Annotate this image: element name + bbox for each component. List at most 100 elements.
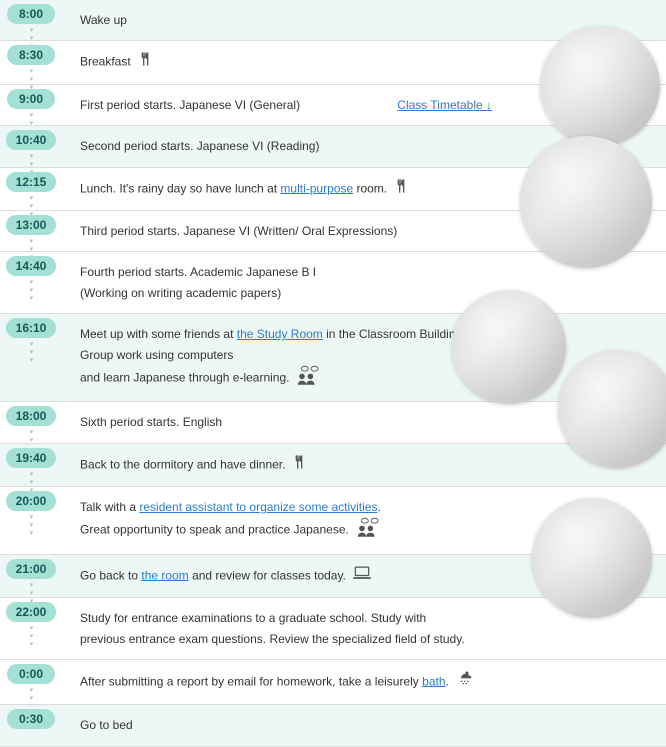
- time-badge: 0:00: [7, 664, 55, 684]
- connector-dots: ▾▾▾: [29, 513, 34, 525]
- fork-icon: [393, 178, 409, 200]
- time-badge: 18:00: [6, 406, 57, 426]
- connector-dots: ▾▾▾: [29, 152, 34, 164]
- schedule-text: Wake up: [80, 10, 528, 30]
- schedule-text: Fourth period starts. Academic Japanese …: [80, 262, 528, 282]
- content-column: Breakfast: [62, 41, 542, 83]
- text-pre: After submitting a report by email for h…: [80, 674, 422, 688]
- time-badge: 16:10: [6, 318, 57, 338]
- time-column: 8:00 ▾▾▾: [0, 0, 62, 38]
- schedule-text: Back to the dormitory and have dinner.: [80, 454, 528, 476]
- class-timetable-link[interactable]: Class Timetable ↓: [397, 95, 492, 115]
- connector-dots: ▾▾▾: [29, 26, 34, 38]
- text-pre: Go back to: [80, 568, 141, 582]
- connector-dots: ▾▾▾: [29, 278, 34, 290]
- time-badge: 12:15: [6, 172, 57, 192]
- time-column: 10:40 ▾▾▾: [0, 126, 62, 164]
- schedule-text: After submitting a report by email for h…: [80, 670, 528, 694]
- content-column: Third period starts. Japanese VI (Writte…: [62, 211, 542, 251]
- text-pre: Back to the dormitory and have dinner.: [80, 457, 285, 471]
- content-column: Lunch. It's rainy day so have lunch at m…: [62, 168, 542, 210]
- text-pre: Sixth period starts. English: [80, 415, 222, 429]
- time-badge: 0:30: [7, 709, 55, 729]
- inline-link[interactable]: the Study Room: [237, 327, 323, 341]
- time-column: 14:40 ▾▾▾: [0, 252, 62, 290]
- time-badge: 10:40: [6, 130, 57, 150]
- content-column: Second period starts. Japanese VI (Readi…: [62, 126, 542, 166]
- time-badge: 13:00: [6, 215, 57, 235]
- content-column: Wake up: [62, 0, 542, 40]
- time-column: 20:00 ▾▾▾: [0, 487, 62, 525]
- text-pre: Meet up with some friends at: [80, 327, 237, 341]
- inline-link[interactable]: the room: [141, 568, 188, 582]
- text-pre: First period starts. Japanese VI (Genera…: [80, 98, 300, 112]
- content-column: Sixth period starts. English: [62, 402, 542, 442]
- connector-dots: ▾▾▾: [29, 237, 34, 249]
- schedule-text: Lunch. It's rainy day so have lunch at m…: [80, 178, 528, 200]
- time-column: 19:40 ▾▾▾: [0, 444, 62, 482]
- fork-icon: [291, 454, 307, 476]
- time-badge: 20:00: [6, 491, 57, 511]
- content-column: Study for entrance examinations to a gra…: [62, 598, 542, 659]
- time-column: 0:30: [0, 705, 62, 729]
- connector-dots: ▾▾▾: [29, 111, 34, 123]
- time-column: 9:00 ▾▾▾: [0, 85, 62, 123]
- photo-circle: [452, 290, 566, 404]
- time-column: 8:30 ▾▾▾: [0, 41, 62, 79]
- time-badge: 9:00: [7, 89, 55, 109]
- connector-dots: ▾▾▾: [29, 624, 34, 636]
- connector-dots: ▾▾▾: [29, 67, 34, 79]
- time-badge: 21:00: [6, 559, 57, 579]
- text-post: .: [446, 674, 449, 688]
- time-column: 16:10 ▾▾▾: [0, 314, 62, 352]
- schedule-text: Breakfast: [80, 51, 528, 73]
- text-pre: Study for entrance examinations to a gra…: [80, 611, 426, 625]
- photo-circle: [540, 26, 660, 146]
- schedule-row: 0:00 ▾▾▾ After submitting a report by emai…: [0, 660, 666, 705]
- schedule-text: Talk with a resident assistant to organi…: [80, 497, 528, 517]
- inline-link[interactable]: multi-purpose: [280, 181, 353, 195]
- time-column: 12:15 ▾▾▾: [0, 168, 62, 206]
- time-column: 0:00 ▾▾▾: [0, 660, 62, 698]
- connector-dots: ▾▾▾: [29, 194, 34, 206]
- connector-dots: ▾▾▾: [29, 581, 34, 593]
- text-post: room.: [353, 181, 387, 195]
- schedule-text: Study for entrance examinations to a gra…: [80, 608, 528, 628]
- schedule-text: Sixth period starts. English: [80, 412, 528, 432]
- content-column: Talk with a resident assistant to organi…: [62, 487, 542, 554]
- inline-link[interactable]: bath: [422, 674, 445, 688]
- time-badge: 8:30: [7, 45, 55, 65]
- content-column: After submitting a report by email for h…: [62, 660, 542, 704]
- connector-dots: ▾▾▾: [29, 470, 34, 482]
- time-badge: 22:00: [6, 602, 57, 622]
- fork-icon: [137, 51, 153, 73]
- text-pre: Second period starts. Japanese VI (Readi…: [80, 139, 319, 153]
- content-column: Go back to the room and review for class…: [62, 555, 542, 597]
- time-column: 13:00 ▾▾▾: [0, 211, 62, 249]
- text-pre: Breakfast: [80, 55, 131, 69]
- time-column: 21:00 ▾▾▾: [0, 555, 62, 593]
- time-badge: 19:40: [6, 448, 57, 468]
- text-post: in the Classroom Building.: [323, 327, 466, 341]
- time-badge: 14:40: [6, 256, 57, 276]
- people-icon: [295, 365, 323, 391]
- connector-dots: ▾▾▾: [29, 686, 34, 698]
- photo-circle: [520, 136, 652, 268]
- time-badge: 8:00: [7, 4, 55, 24]
- schedule-text-line2: Great opportunity to speak and practice …: [80, 517, 528, 543]
- text-post: and review for classes today.: [189, 568, 346, 582]
- connector-dots: ▾▾▾: [29, 340, 34, 352]
- text-pre: Lunch. It's rainy day so have lunch at: [80, 181, 280, 195]
- text-pre: Fourth period starts. Academic Japanese …: [80, 265, 316, 279]
- shower-icon: [455, 670, 473, 694]
- people-icon: [355, 517, 383, 543]
- schedule-text: Third period starts. Japanese VI (Writte…: [80, 221, 528, 241]
- inline-link[interactable]: resident assistant to organize some acti…: [139, 500, 377, 514]
- connector-dots: ▾▾▾: [29, 428, 34, 440]
- photo-circle: [532, 498, 652, 618]
- text-pre: Talk with a: [80, 500, 139, 514]
- text-pre: Wake up: [80, 13, 127, 27]
- photo-circle: [558, 350, 666, 468]
- time-column: 18:00 ▾▾▾: [0, 402, 62, 440]
- text-pre: Third period starts. Japanese VI (Writte…: [80, 224, 397, 238]
